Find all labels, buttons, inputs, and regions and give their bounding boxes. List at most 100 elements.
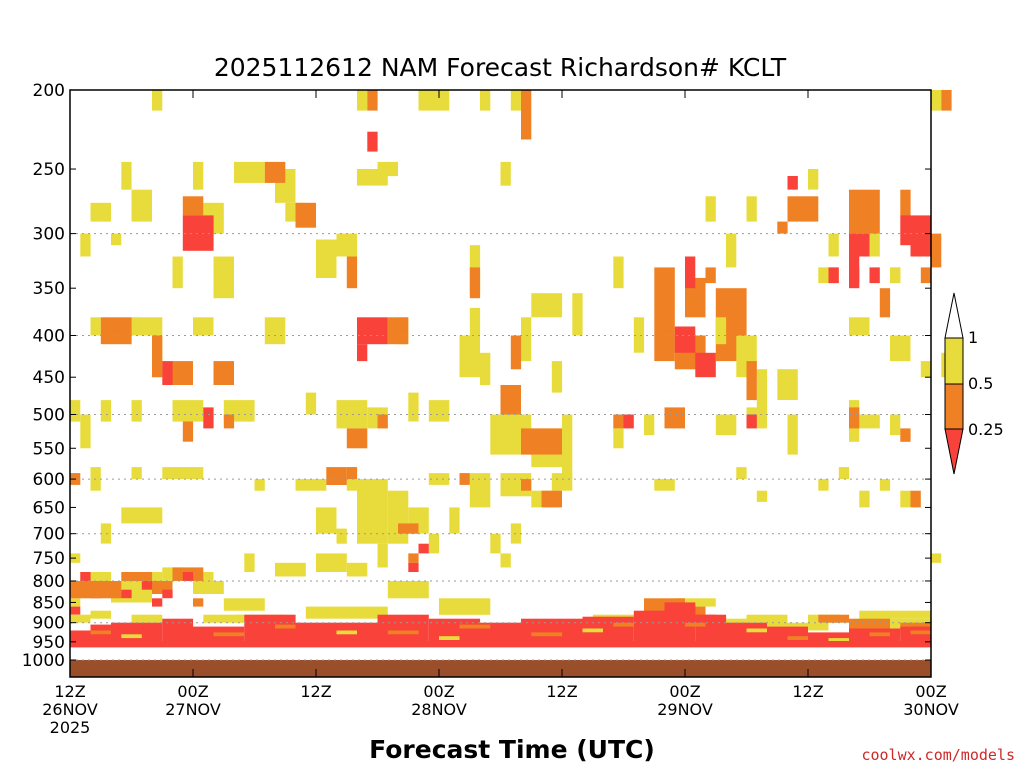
ri-cell-15-19 — [879, 479, 891, 491]
ri-cell-14-1 — [623, 414, 634, 429]
ri-cell-15-12 — [551, 473, 573, 491]
ri-cell-17-0 — [121, 507, 163, 524]
ri-cell-24-0 — [70, 630, 91, 642]
ri-cell-10-2 — [387, 317, 409, 345]
ri-cell-9-18 — [920, 361, 932, 378]
ri-cell-3-8 — [131, 189, 152, 222]
x-tick-label: 00Z — [423, 682, 454, 701]
y-tick-label: 350 — [33, 279, 65, 299]
ri-cell-16-0 — [326, 467, 347, 485]
ri-cell-16-4 — [910, 490, 921, 508]
ri-cell-26-3 — [582, 628, 603, 633]
ri-cell-24-7 — [377, 614, 429, 646]
ri-cell-8-2 — [869, 267, 880, 284]
ri-cell-20-2 — [152, 572, 163, 590]
plot-area — [70, 90, 952, 677]
y-tick-label: 650 — [33, 498, 65, 518]
ri-cell-17-2 — [316, 507, 337, 534]
y-tick-label: 700 — [33, 525, 65, 545]
ri-cell-12-18 — [787, 414, 798, 455]
ri-cell-12-2 — [100, 400, 112, 422]
ri-cell-12-16 — [715, 414, 737, 436]
x-tick-label: 00Z — [915, 682, 946, 701]
ri-cell-25-9 — [869, 632, 890, 637]
ri-cell-22-3 — [152, 598, 163, 607]
ri-cell-5-4 — [910, 233, 931, 257]
ri-cell-12-21 — [890, 414, 901, 436]
ri-cell-7-2 — [654, 267, 675, 362]
ri-cell-15-13 — [654, 479, 675, 491]
ri-cell-1-1 — [521, 90, 532, 140]
x-tick-label: 2025 — [50, 718, 91, 737]
ri-cell-12-9 — [408, 392, 419, 422]
ri-cell-15-14 — [736, 467, 747, 480]
ri-cell-25-2 — [275, 624, 296, 629]
ri-cell-17-6 — [449, 507, 460, 534]
ri-cell-0-4 — [510, 90, 522, 111]
ri-cell-9-3 — [193, 317, 214, 336]
ri-cell-24-16 — [767, 626, 808, 646]
x-tick-label: 12Z — [546, 682, 577, 701]
ri-cell-6-7 — [469, 307, 481, 336]
ri-cell-20-9 — [387, 581, 429, 599]
ri-cell-6-3 — [336, 233, 357, 257]
credit-text[interactable]: coolwx.com/models — [861, 746, 1015, 764]
ri-cell-24-2 — [111, 622, 163, 642]
x-tick-label: 12Z — [54, 682, 85, 701]
x-tick-label: 28NOV — [411, 700, 467, 719]
ri-cell-22-0 — [80, 572, 91, 581]
x-tick-label: 26NOV — [42, 700, 98, 719]
ri-cell-15-18 — [859, 490, 870, 508]
ri-cell-8-0 — [685, 256, 696, 289]
ri-cell-7-1 — [469, 267, 481, 299]
ri-cell-24-3 — [162, 618, 194, 642]
y-tick-label: 900 — [33, 614, 65, 634]
ri-cell-15-3 — [254, 479, 265, 491]
ri-cell-7-8 — [879, 288, 891, 318]
ri-cell-17-8 — [244, 553, 255, 572]
ri-cell-12-6 — [305, 392, 317, 415]
ri-cell-16-2 — [541, 490, 562, 508]
ri-cell-25-7 — [685, 622, 706, 627]
x-axis-label: Forecast Time (UTC) — [369, 735, 655, 764]
ri-cell-12-4 — [172, 400, 204, 422]
ri-cell-13-6 — [613, 414, 624, 429]
ri-cell-3-2 — [234, 161, 265, 183]
ri-cell-25-1 — [213, 632, 245, 637]
ri-cell-26-0 — [121, 634, 142, 639]
ri-cell-3-13 — [808, 169, 819, 190]
ri-cell-12-0 — [70, 400, 81, 422]
ri-cell-10-1 — [152, 335, 163, 378]
ri-cell-9-15 — [849, 317, 870, 336]
x-tick-label: 12Z — [792, 682, 823, 701]
x-tick-label: 00Z — [177, 682, 208, 701]
ri-cell-20-0 — [80, 572, 112, 581]
ri-cell-9-11 — [715, 317, 727, 345]
ri-cell-18-1 — [408, 553, 419, 563]
y-tick-label: 300 — [33, 225, 65, 245]
ri-cell-17-11 — [346, 562, 368, 577]
ri-cell-13-3 — [521, 428, 562, 455]
ri-cell-12-3 — [131, 400, 142, 422]
ri-cell-9-1 — [131, 317, 152, 336]
ri-cell-0-3 — [480, 90, 491, 111]
legend-swatch-orange — [944, 383, 964, 430]
ri-cell-6-10 — [613, 256, 624, 289]
ri-cell-12-14 — [613, 428, 624, 449]
chart-title: 2025112612 NAM Forecast Richardson# KCLT — [214, 53, 787, 82]
ri-cell-19-0 — [418, 543, 429, 554]
plot-frame — [69, 89, 932, 678]
ri-cell-17-14 — [500, 553, 511, 568]
ri-cell-9-7 — [480, 352, 491, 385]
ri-cell-3-16 — [869, 233, 880, 257]
ri-cell-0-2 — [418, 90, 450, 111]
ri-cell-20-7 — [223, 598, 265, 611]
ri-cell-25-4 — [459, 624, 491, 629]
y-tick-label: 250 — [33, 160, 65, 180]
ri-cell-9-16 — [890, 335, 911, 362]
ri-cell-5-1 — [787, 176, 798, 190]
y-tick-label: 550 — [33, 439, 65, 459]
ri-cell-0-5 — [931, 90, 942, 111]
